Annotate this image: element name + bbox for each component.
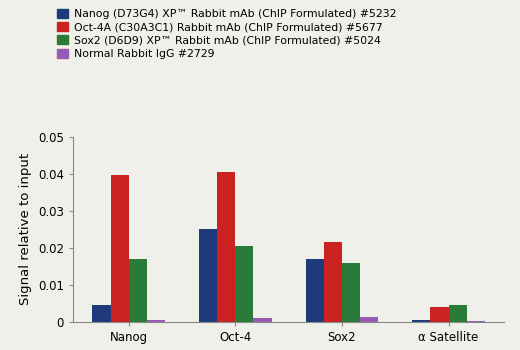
Bar — [360, 317, 378, 322]
Legend: Nanog (D73G4) XP™ Rabbit mAb (ChIP Formulated) #5232, Oct-4A (C30A3C1) Rabbit mA: Nanog (D73G4) XP™ Rabbit mAb (ChIP Formu… — [57, 9, 396, 59]
Bar — [324, 242, 342, 322]
Bar — [199, 229, 217, 322]
Y-axis label: Signal relative to input: Signal relative to input — [19, 153, 32, 305]
Bar — [449, 305, 466, 322]
Bar — [147, 320, 165, 322]
Bar — [253, 318, 271, 322]
Bar — [306, 259, 324, 322]
Bar — [431, 307, 449, 322]
Bar — [235, 246, 253, 322]
Bar — [217, 172, 235, 322]
Bar — [342, 262, 360, 322]
Bar — [93, 305, 111, 322]
Bar — [466, 321, 485, 322]
Bar — [128, 259, 147, 322]
Bar — [111, 175, 128, 322]
Bar — [412, 320, 431, 322]
